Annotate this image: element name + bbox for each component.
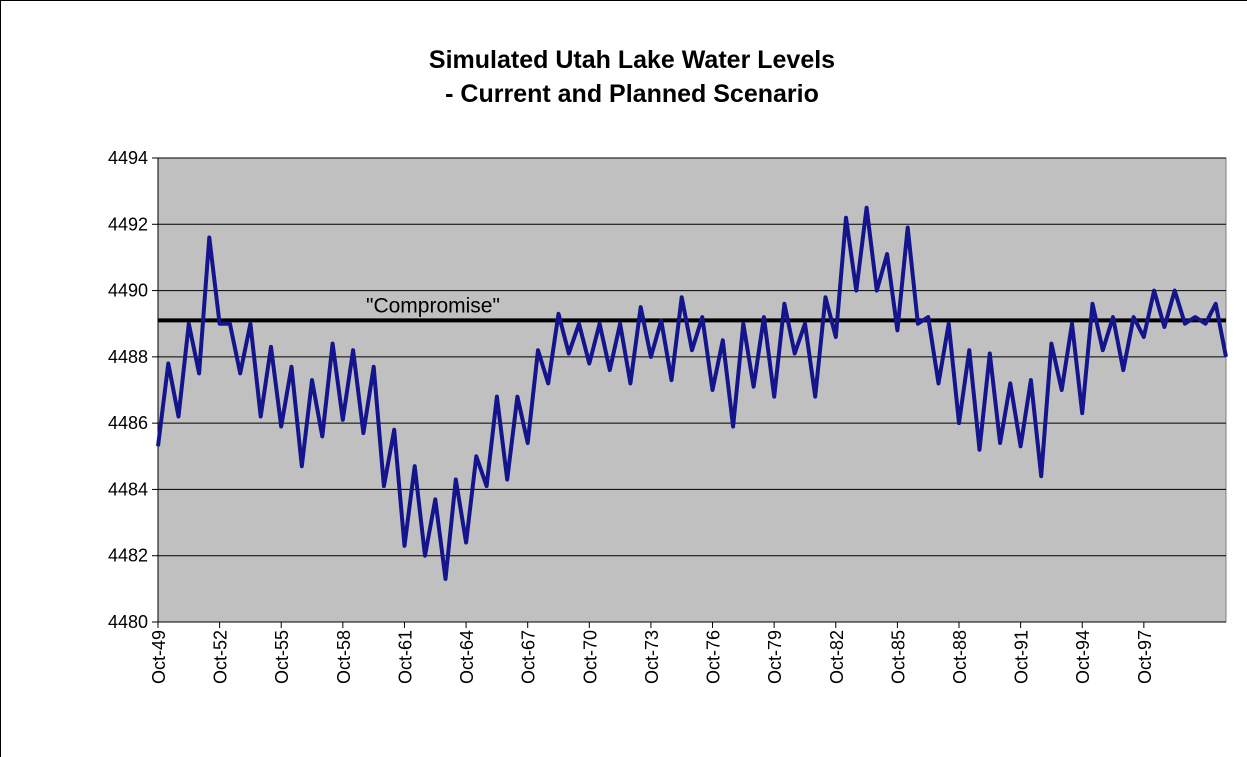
- x-tick-label: Oct-79: [765, 630, 785, 684]
- x-tick-label: Oct-88: [950, 630, 970, 684]
- x-tick-label: Oct-73: [642, 630, 662, 684]
- x-tick-label: Oct-85: [888, 630, 908, 684]
- plot-area: [157, 157, 1227, 623]
- x-tick-label: Oct-49: [149, 630, 169, 684]
- x-tick-label: Oct-58: [334, 630, 354, 684]
- x-tick-label: Oct-82: [827, 630, 847, 684]
- y-tick-label: 4492: [108, 214, 148, 234]
- y-tick-label: 4488: [108, 347, 148, 367]
- y-tick-label: 4490: [108, 281, 148, 301]
- y-tick-label: 4494: [108, 148, 148, 168]
- y-tick-label: 4484: [108, 479, 148, 499]
- x-tick-label: Oct-64: [457, 630, 477, 684]
- x-tick-label: Oct-52: [211, 630, 231, 684]
- x-tick-label: Oct-67: [519, 630, 539, 684]
- x-tick-label: Oct-91: [1012, 630, 1032, 684]
- x-tick-label: Oct-97: [1135, 630, 1155, 684]
- reference-label: "Compromise": [366, 294, 500, 317]
- x-tick-label: Oct-55: [272, 630, 292, 684]
- x-tick-label: Oct-70: [580, 630, 600, 684]
- chart-title: - Current and Planned Scenario: [445, 80, 819, 108]
- y-tick-label: 4480: [108, 612, 148, 632]
- chart-title: Simulated Utah Lake Water Levels: [429, 46, 835, 74]
- x-tick-label: Oct-61: [395, 630, 415, 684]
- x-tick-label: Oct-76: [704, 630, 724, 684]
- x-tick-label: Oct-94: [1073, 630, 1093, 684]
- y-tick-label: 4482: [108, 546, 148, 566]
- data-line: [156, 205, 1228, 581]
- y-tick-label: 4486: [108, 413, 148, 433]
